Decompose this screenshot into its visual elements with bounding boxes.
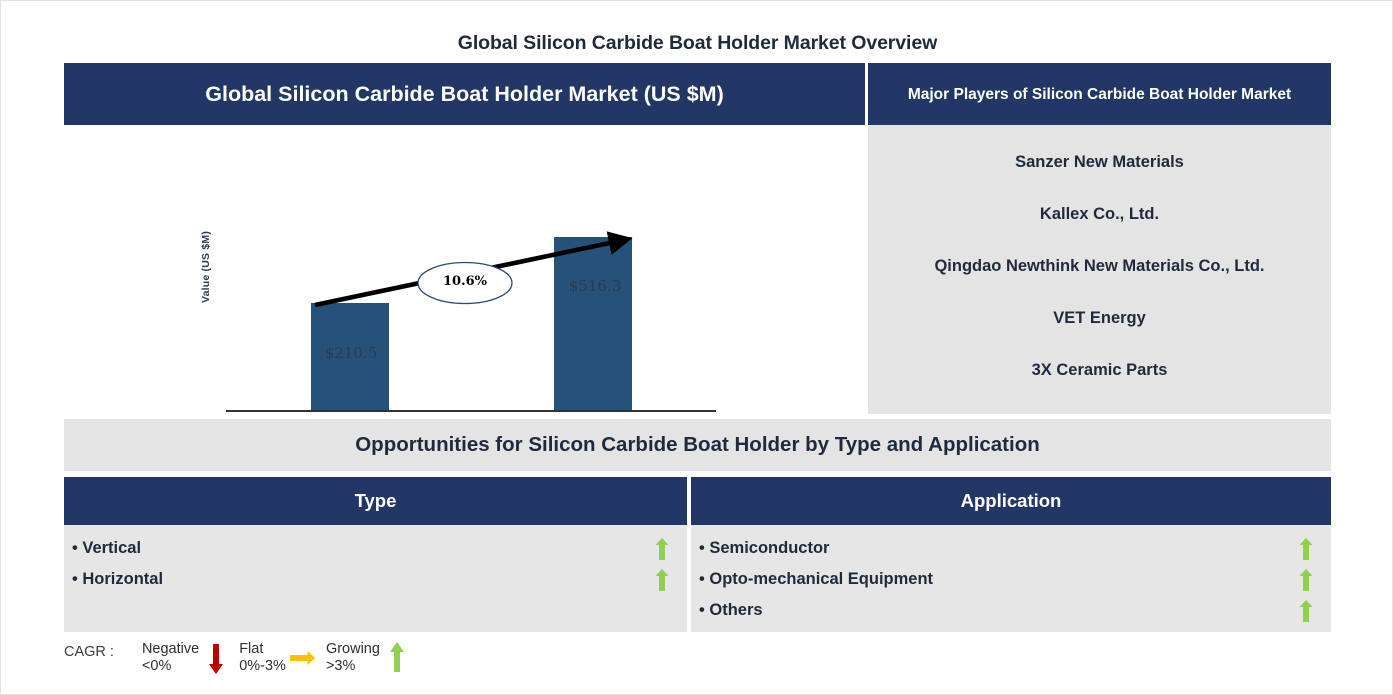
- application-item-label: • Semiconductor: [699, 539, 830, 557]
- legend-flat-range: 0%-3%: [239, 658, 286, 674]
- arrow-up-green-icon: [655, 537, 669, 560]
- legend-growing-range: >3%: [325, 658, 356, 674]
- application-segment-body: • Semiconductor • Opto-mechanical Equipm…: [691, 525, 1331, 626]
- application-segment-header: Application: [691, 477, 1331, 525]
- arrow-right-yellow-icon: [289, 641, 316, 675]
- list-item: • Others: [691, 595, 1331, 626]
- list-item: VET Energy: [1053, 308, 1146, 327]
- cagr-bubble-label: 10.6%: [442, 274, 487, 289]
- list-item: • Opto-mechanical Equipment: [691, 564, 1331, 595]
- major-players-list: Sanzer New Materials Kallex Co., Ltd. Qi…: [868, 125, 1331, 414]
- cagr-legend: CAGR : Negative <0% Flat 0%-3% Growing >…: [64, 641, 420, 687]
- list-item: • Horizontal: [64, 564, 687, 595]
- major-players-header: Major Players of Silicon Carbide Boat Ho…: [868, 63, 1331, 125]
- legend-flat-text: Flat 0%-3%: [239, 641, 286, 675]
- legend-entry-negative: Negative <0%: [142, 641, 233, 675]
- type-item-label: • Vertical: [72, 539, 142, 557]
- list-item: Kallex Co., Ltd.: [1039, 205, 1160, 224]
- opportunities-band-title: Opportunities for Silicon Carbide Boat H…: [355, 433, 1040, 456]
- legend-growing-text: Growing >3%: [326, 641, 380, 675]
- list-item: Qingdao Newthink New Materials Co., Ltd.: [934, 256, 1265, 275]
- major-players-panel: Major Players of Silicon Carbide Boat Ho…: [868, 63, 1331, 414]
- bar-value-2035: $516.3: [568, 277, 622, 295]
- arrow-up-green-icon: [1299, 599, 1313, 622]
- legend-flat-name: Flat: [239, 641, 264, 657]
- legend-growing-name: Growing: [325, 641, 380, 657]
- bar-2026: [311, 303, 389, 410]
- bar-chart: Value (US $M) $210.5 $516.3 2026 2035: [64, 125, 865, 470]
- application-item-label: • Others: [699, 601, 763, 619]
- market-chart-panel: Global Silicon Carbide Boat Holder Marke…: [64, 63, 865, 470]
- trend-arrow-graphic: [314, 231, 633, 308]
- bar-2035: [554, 237, 632, 410]
- list-item: 3X Ceramic Parts: [1031, 360, 1168, 379]
- legend-negative-range: <0%: [141, 658, 172, 674]
- arrow-up-green-icon: [655, 568, 669, 591]
- application-item-label: • Opto-mechanical Equipment: [699, 570, 934, 588]
- y-axis-label: Value (US $M): [200, 230, 212, 303]
- type-segment-header: Type: [64, 477, 687, 525]
- list-item: • Vertical: [64, 533, 687, 564]
- cagr-legend-label: CAGR :: [64, 644, 114, 660]
- page-title: Global Silicon Carbide Boat Holder Marke…: [457, 32, 938, 54]
- arrow-up-green-icon: [1299, 537, 1313, 560]
- type-segment-body: • Vertical • Horizontal: [64, 525, 687, 595]
- arrow-up-green-icon: [384, 641, 410, 675]
- list-item: Sanzer New Materials: [1015, 153, 1184, 172]
- market-chart-body: Value (US $M) $210.5 $516.3 2026 2035: [64, 125, 865, 470]
- market-chart-header: Global Silicon Carbide Boat Holder Marke…: [64, 63, 865, 125]
- legend-negative-text: Negative <0%: [142, 641, 199, 675]
- opportunities-band: Opportunities for Silicon Carbide Boat H…: [64, 419, 1331, 471]
- x-axis-line: [226, 410, 716, 412]
- application-segment-panel: Application • Semiconductor • Opto-mecha…: [691, 477, 1331, 632]
- legend-entry-flat: Flat 0%-3%: [239, 641, 320, 675]
- bar-value-2026: $210.5: [324, 344, 378, 362]
- legend-negative-name: Negative: [141, 641, 200, 657]
- arrow-down-red-icon: [203, 641, 229, 675]
- arrow-up-green-icon: [1299, 568, 1313, 591]
- type-segment-panel: Type • Vertical • Horizontal: [64, 477, 687, 632]
- type-item-label: • Horizontal: [72, 570, 164, 588]
- legend-entry-growing: Growing >3%: [326, 641, 414, 675]
- list-item: • Semiconductor: [691, 533, 1331, 564]
